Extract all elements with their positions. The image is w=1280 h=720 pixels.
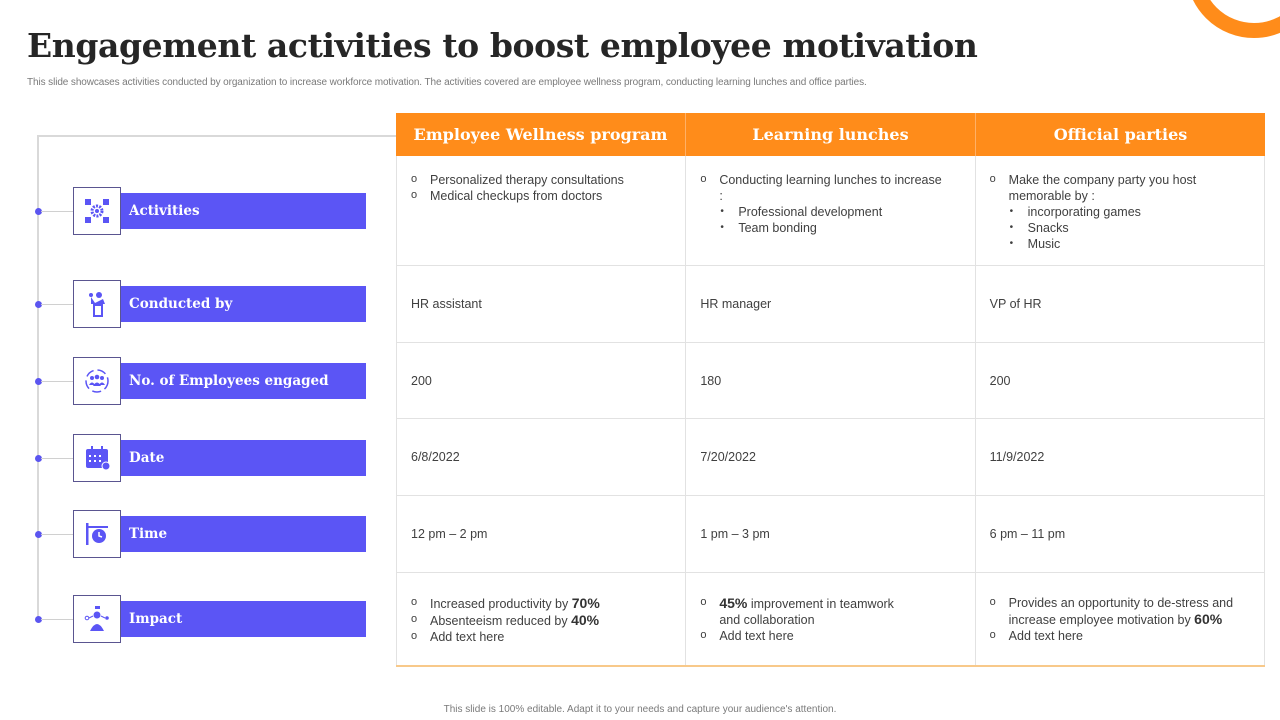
activities-gear-icon (73, 187, 121, 235)
row-label-bar: Time (120, 516, 366, 552)
table-cell: 45% improvement in teamwork and collabor… (686, 573, 976, 665)
timeline-dot (35, 301, 42, 308)
table-cell: Conducting learning lunches to increase … (686, 156, 976, 265)
table-row-date: 6/8/2022 7/20/2022 11/9/2022 (396, 419, 1265, 496)
table-cell: 6 pm – 11 pm (989, 527, 1066, 541)
table-cell: 11/9/2022 (989, 450, 1045, 464)
row-label-impact: Impact (33, 595, 373, 645)
row-label-text: Activities (129, 203, 200, 219)
table-cell: Provides an opportunity to de-stress and… (976, 573, 1264, 665)
list-item: Conducting learning lunches to increase (700, 171, 974, 188)
table-cell: 200 (989, 373, 1011, 388)
row-label-employees-engaged: No. of Employees engaged (33, 357, 373, 407)
connector-line (41, 458, 74, 459)
header-learning-lunches: Learning lunches (686, 113, 976, 156)
timeline-top-line (37, 135, 397, 137)
sub-list-item: Team bonding (700, 220, 974, 236)
engagement-table: Employee Wellness program Learning lunch… (396, 113, 1265, 667)
page-title: Engagement activities to boost employee … (27, 26, 978, 65)
list-item: Add text here (990, 627, 1264, 644)
timeline-dot (35, 455, 42, 462)
list-item-continuation: memorable by : (1008, 189, 1095, 203)
sub-list-item: incorporating games (990, 204, 1264, 220)
connector-line (41, 381, 74, 382)
footer-note: This slide is 100% editable. Adapt it to… (443, 704, 837, 715)
table-cell: 180 (686, 343, 976, 418)
table-cell: 12 pm – 2 pm (397, 496, 687, 572)
row-label-bar: Conducted by (120, 286, 366, 322)
list-item: Make the company party you host (990, 171, 1264, 188)
list-item: Absenteeism reduced by 40% (411, 611, 685, 629)
header-wellness: Employee Wellness program (396, 113, 686, 156)
row-label-text: No. of Employees engaged (129, 373, 329, 389)
timeline-dot (35, 531, 42, 538)
row-label-bar: No. of Employees engaged (120, 363, 366, 399)
timeline-dot (35, 616, 42, 623)
clock-sign-icon (73, 510, 121, 558)
decorative-orange-ring (1186, 0, 1280, 38)
table-cell: Increased productivity by 70% Absenteeis… (397, 573, 687, 665)
table-header: Employee Wellness program Learning lunch… (396, 113, 1265, 156)
table-cell: VP of HR (989, 297, 1042, 311)
table-row-time: 12 pm – 2 pm 1 pm – 3 pm 6 pm – 11 pm (396, 496, 1265, 573)
list-item: Personalized therapy consultations (411, 171, 685, 188)
row-label-date: Date (33, 434, 373, 484)
table-row-conducted-by: HR assistant HR manager VP of HR (396, 266, 1265, 343)
person-network-icon (73, 595, 121, 643)
row-label-text: Time (129, 526, 168, 542)
row-label-text: Conducted by (129, 296, 233, 312)
list-item: Add text here (700, 627, 974, 644)
table-cell: Personalized therapy consultations Medic… (397, 156, 687, 265)
table-row-activities: Personalized therapy consultations Medic… (396, 156, 1265, 266)
table-cell: HR manager (686, 266, 976, 342)
row-label-time: Time (33, 510, 373, 560)
table-row-impact: Increased productivity by 70% Absenteeis… (396, 573, 1265, 665)
table-cell: 6/8/2022 (397, 419, 687, 495)
sub-list-item: Snacks (990, 220, 1264, 236)
page-subtitle: This slide showcases activities conducte… (27, 77, 867, 88)
presenter-podium-icon (73, 280, 121, 328)
timeline-dot (35, 378, 42, 385)
list-item: Medical checkups from doctors (411, 187, 685, 204)
header-official-parties: Official parties (1053, 125, 1188, 144)
sub-list-item: Professional development (700, 204, 974, 220)
list-item: Increased productivity by 70% (411, 594, 685, 612)
connector-line (41, 534, 74, 535)
table-cell: Make the company party you host memorabl… (976, 156, 1264, 265)
row-label-text: Date (129, 450, 165, 466)
table-cell: 1 pm – 3 pm (686, 496, 976, 572)
list-item: Provides an opportunity to de-stress and (990, 594, 1264, 611)
row-label-bar: Impact (120, 601, 366, 637)
row-label-activities: Activities (33, 187, 373, 237)
table-row-employees-engaged: 200 180 200 (396, 343, 1265, 419)
team-cycle-icon (73, 357, 121, 405)
list-item-continuation: : (719, 189, 723, 203)
connector-line (41, 211, 74, 212)
table-cell: 200 (397, 343, 687, 418)
row-label-bar: Activities (120, 193, 366, 229)
table-cell: 7/20/2022 (686, 419, 976, 495)
list-item: 45% improvement in teamwork (700, 594, 974, 612)
table-cell: HR assistant (397, 266, 687, 342)
list-item-continuation: increase employee motivation by 60% (1008, 611, 1223, 627)
row-label-text: Impact (129, 611, 183, 627)
row-label-bar: Date (120, 440, 366, 476)
list-item-continuation: and collaboration (719, 613, 815, 627)
calendar-icon (73, 434, 121, 482)
timeline-dot (35, 208, 42, 215)
sub-list-item: Music (990, 236, 1264, 252)
list-item: Add text here (411, 628, 685, 645)
row-label-conducted-by: Conducted by (33, 280, 373, 330)
timeline-connector (37, 135, 39, 620)
connector-line (41, 304, 74, 305)
connector-line (41, 619, 74, 620)
